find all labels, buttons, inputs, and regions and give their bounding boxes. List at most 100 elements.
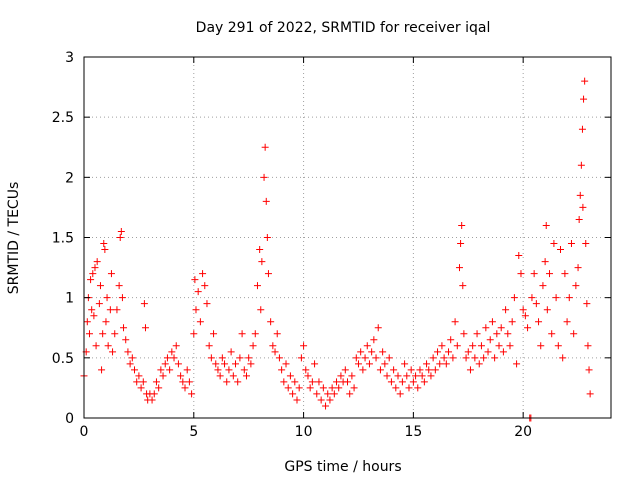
data-point	[196, 318, 204, 326]
data-point	[225, 366, 233, 374]
data-point	[521, 312, 529, 320]
data-point	[150, 390, 158, 398]
data-point	[354, 360, 362, 368]
data-point	[263, 234, 271, 241]
data-point	[425, 366, 433, 374]
data-point	[102, 318, 110, 326]
data-point	[519, 306, 527, 314]
data-point	[212, 360, 220, 368]
data-point	[85, 330, 93, 338]
data-point	[109, 348, 117, 356]
data-point	[398, 378, 406, 386]
data-point	[572, 282, 580, 290]
data-point	[319, 384, 327, 392]
data-point	[99, 330, 107, 338]
data-point	[372, 354, 380, 362]
data-point	[510, 294, 518, 302]
data-point	[216, 372, 224, 380]
data-point	[473, 330, 481, 338]
data-point	[350, 384, 358, 392]
data-point	[502, 306, 510, 314]
data-point	[491, 354, 499, 362]
data-point	[335, 384, 343, 392]
data-point	[392, 384, 400, 392]
data-point	[118, 294, 126, 302]
y-tick-label: 3	[65, 50, 74, 66]
data-point	[181, 384, 189, 392]
data-point	[245, 354, 253, 362]
data-point	[337, 372, 345, 380]
data-point	[157, 366, 165, 374]
data-point	[513, 360, 521, 368]
data-point	[438, 342, 446, 350]
data-point	[291, 378, 299, 386]
data-point	[517, 270, 525, 278]
data-point	[275, 354, 283, 362]
x-tick-label: 10	[295, 424, 313, 440]
data-point	[486, 336, 494, 344]
data-point	[221, 360, 229, 368]
data-point	[308, 378, 316, 386]
data-point	[328, 384, 336, 392]
data-point	[548, 330, 556, 338]
data-point	[530, 270, 538, 278]
x-tick-label: 0	[80, 424, 89, 440]
data-point	[111, 330, 119, 338]
data-point	[460, 330, 468, 338]
data-point	[322, 402, 330, 410]
data-point	[482, 324, 490, 332]
data-point	[462, 354, 470, 362]
data-point	[368, 348, 376, 356]
data-point	[541, 258, 549, 266]
data-point	[574, 264, 582, 272]
data-point	[559, 354, 567, 362]
data-point	[229, 372, 237, 380]
data-point	[457, 240, 465, 248]
data-point	[199, 270, 207, 278]
data-point	[95, 300, 103, 308]
data-point	[333, 378, 341, 386]
y-tick-label: 1.5	[52, 231, 74, 247]
data-point	[113, 306, 121, 314]
data-point	[120, 324, 128, 332]
data-point	[278, 366, 286, 374]
data-point	[107, 270, 115, 278]
data-point	[286, 372, 294, 380]
data-point	[115, 282, 123, 290]
data-point	[344, 378, 351, 386]
data-point	[407, 366, 415, 374]
data-point	[148, 396, 156, 404]
data-point	[273, 330, 281, 338]
data-point	[251, 330, 259, 338]
data-point	[207, 354, 215, 362]
data-point	[464, 348, 472, 356]
data-point	[582, 240, 590, 248]
data-point	[535, 318, 543, 326]
data-point	[297, 354, 305, 362]
x-tick-label: 5	[189, 424, 198, 440]
data-point	[183, 366, 191, 374]
data-point	[96, 282, 104, 290]
data-point	[528, 294, 536, 302]
data-point	[92, 342, 100, 350]
data-point	[341, 366, 349, 374]
data-point	[442, 360, 450, 368]
data-point	[542, 221, 550, 229]
data-point	[499, 348, 507, 356]
data-point	[440, 354, 448, 362]
data-point	[289, 390, 297, 398]
data-point	[396, 390, 404, 398]
data-point	[570, 330, 578, 338]
data-point	[436, 360, 444, 368]
data-point	[567, 240, 575, 248]
data-point	[363, 342, 371, 350]
data-point	[524, 324, 532, 332]
data-point	[293, 396, 301, 404]
data-point	[453, 342, 461, 350]
data-point	[258, 258, 266, 266]
data-point	[409, 378, 417, 386]
data-point	[91, 264, 99, 272]
data-point	[484, 348, 492, 356]
data-point	[152, 378, 160, 386]
y-tick-label: 0	[65, 411, 74, 427]
